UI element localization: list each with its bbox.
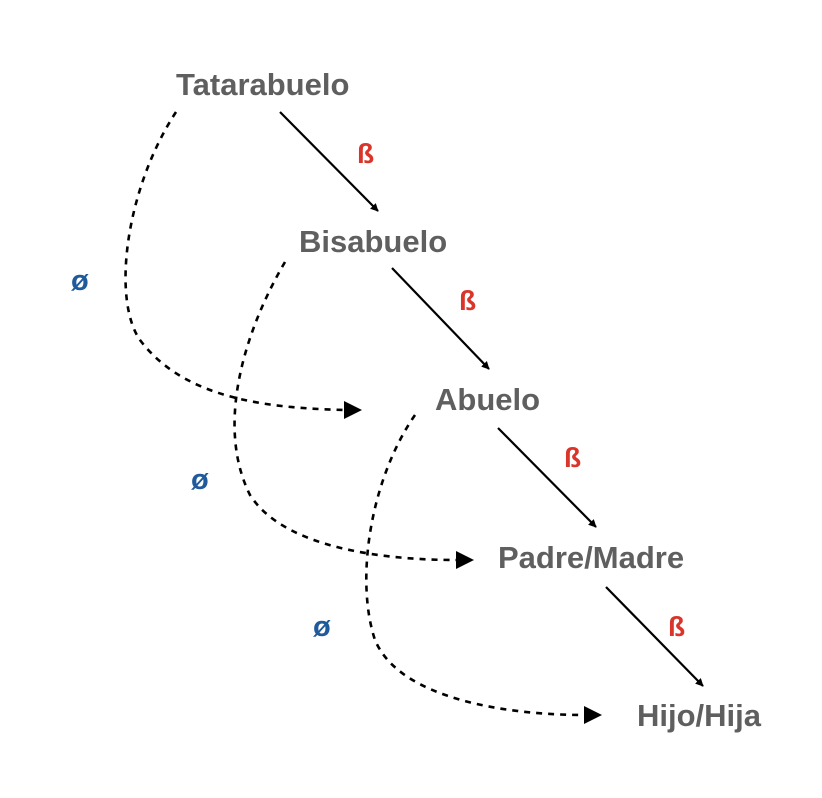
phi-label-skip-1: ø	[71, 265, 89, 297]
skip-arrowhead-bisabuelo-padre-madre	[456, 551, 474, 569]
node-tatarabuelo: Tatarabuelo	[176, 67, 349, 102]
skip-edge-abuelo-hijo-hija	[365, 414, 585, 717]
node-hijo-hija: Hijo/Hija	[637, 698, 762, 733]
beta-label-edge-1: ß	[357, 138, 374, 169]
skip-arrowhead-tatarabuelo-abuelo	[344, 401, 362, 419]
direct-edge-padre-madre-hijo-hija	[605, 586, 704, 687]
skip-edge-tatarabuelo-abuelo	[124, 111, 346, 412]
direct-edge-abuelo-padre-madre	[497, 427, 597, 528]
skip-arrowhead-abuelo-hijo-hija	[584, 706, 602, 724]
node-abuelo: Abuelo	[435, 382, 540, 417]
beta-label-edge-2: ß	[459, 285, 476, 316]
direct-edge-tatarabuelo-bisabuelo	[279, 111, 379, 212]
node-padre-madre: Padre/Madre	[498, 540, 684, 575]
phi-label-skip-2: ø	[191, 464, 209, 496]
beta-label-edge-4: ß	[668, 611, 685, 642]
beta-label-edge-3: ß	[564, 442, 581, 473]
node-bisabuelo: Bisabuelo	[299, 224, 447, 259]
phi-label-skip-3: ø	[313, 611, 331, 643]
skip-edge-bisabuelo-padre-madre	[233, 261, 457, 562]
direct-edge-bisabuelo-abuelo	[391, 267, 490, 370]
